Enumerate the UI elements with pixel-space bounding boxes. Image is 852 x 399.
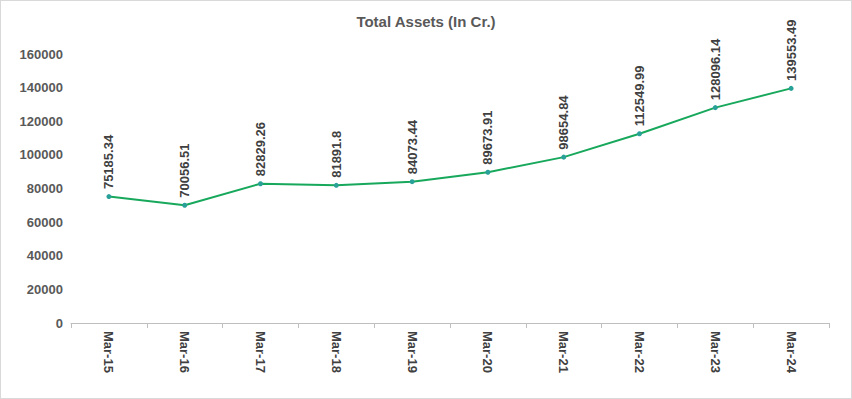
svg-text:98654.84: 98654.84 [556, 95, 571, 150]
svg-text:82829.26: 82829.26 [253, 122, 268, 176]
svg-text:Mar-24: Mar-24 [784, 331, 799, 374]
svg-text:128096.14: 128096.14 [708, 38, 723, 100]
svg-text:140000: 140000 [20, 80, 63, 95]
svg-text:Mar-15: Mar-15 [101, 331, 116, 373]
svg-text:70056.51: 70056.51 [177, 143, 192, 197]
svg-text:Mar-21: Mar-21 [556, 331, 571, 373]
svg-text:Mar-17: Mar-17 [253, 331, 268, 373]
svg-text:120000: 120000 [20, 114, 63, 129]
svg-text:0: 0 [56, 316, 63, 331]
svg-text:60000: 60000 [27, 215, 63, 230]
svg-text:Mar-19: Mar-19 [405, 331, 420, 373]
svg-text:84073.44: 84073.44 [405, 119, 420, 174]
svg-text:Mar-22: Mar-22 [632, 331, 647, 373]
svg-text:112549.99: 112549.99 [632, 66, 647, 127]
svg-text:75185.34: 75185.34 [101, 134, 116, 189]
svg-text:139553.49: 139553.49 [784, 19, 799, 80]
svg-text:Mar-18: Mar-18 [329, 331, 344, 373]
svg-text:89673.91: 89673.91 [480, 111, 495, 165]
svg-text:Mar-23: Mar-23 [708, 331, 723, 373]
svg-text:20000: 20000 [27, 282, 63, 297]
svg-text:Total Assets (In Cr.): Total Assets (In Cr.) [356, 13, 495, 30]
svg-text:Mar-16: Mar-16 [177, 331, 192, 373]
svg-text:Mar-20: Mar-20 [480, 331, 495, 373]
svg-text:81891.8: 81891.8 [329, 131, 344, 178]
svg-text:40000: 40000 [27, 248, 63, 263]
svg-text:80000: 80000 [27, 181, 63, 196]
svg-text:100000: 100000 [20, 147, 63, 162]
svg-text:160000: 160000 [20, 47, 63, 62]
